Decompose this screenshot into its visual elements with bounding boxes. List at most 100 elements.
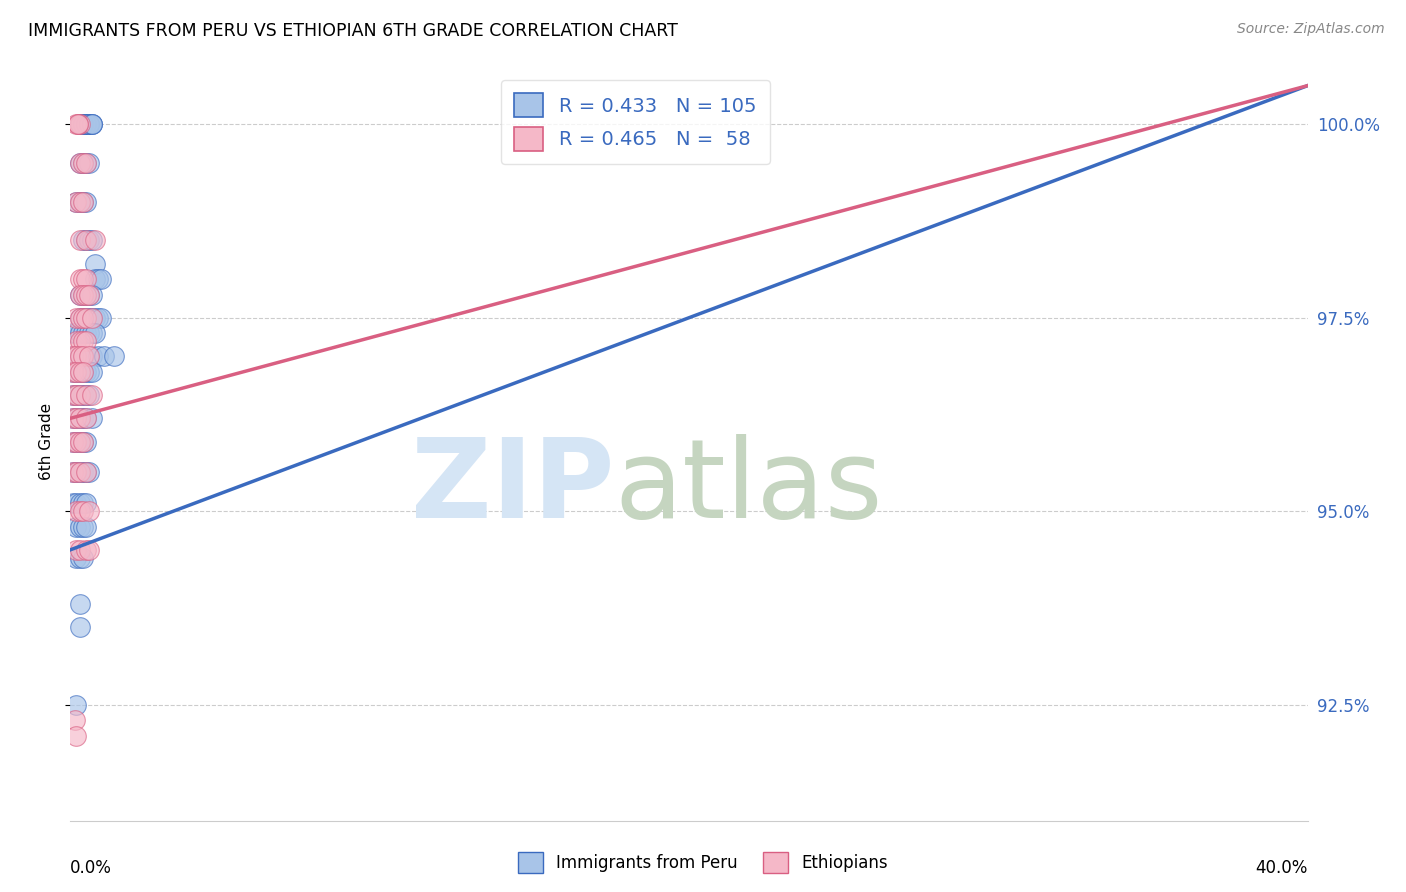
Point bbox=[75, 496, 97, 510]
Point bbox=[65, 434, 87, 449]
Point bbox=[77, 365, 100, 379]
Point bbox=[72, 233, 94, 247]
Point bbox=[65, 542, 87, 557]
Point bbox=[77, 388, 100, 402]
Point bbox=[72, 365, 94, 379]
Point bbox=[72, 350, 94, 364]
Point bbox=[75, 156, 97, 170]
Point bbox=[80, 233, 103, 247]
Point bbox=[80, 287, 103, 301]
Point bbox=[72, 326, 94, 341]
Point bbox=[80, 117, 103, 131]
Point bbox=[75, 466, 97, 480]
Point bbox=[69, 194, 91, 209]
Point bbox=[75, 117, 97, 131]
Point bbox=[72, 287, 94, 301]
Point bbox=[69, 350, 91, 364]
Legend: R = 0.433   N = 105, R = 0.465   N =  58: R = 0.433 N = 105, R = 0.465 N = 58 bbox=[501, 79, 770, 164]
Point bbox=[75, 466, 97, 480]
Point bbox=[75, 542, 97, 557]
Point bbox=[77, 156, 100, 170]
Point bbox=[65, 326, 87, 341]
Point bbox=[72, 365, 94, 379]
Point bbox=[75, 388, 97, 402]
Point bbox=[62, 496, 84, 510]
Point bbox=[65, 434, 87, 449]
Point bbox=[77, 466, 100, 480]
Point bbox=[75, 334, 97, 348]
Point bbox=[62, 350, 84, 364]
Point bbox=[75, 287, 97, 301]
Point bbox=[69, 350, 91, 364]
Point bbox=[75, 365, 97, 379]
Point bbox=[80, 350, 103, 364]
Point bbox=[75, 310, 97, 325]
Point bbox=[62, 365, 84, 379]
Point bbox=[72, 117, 94, 131]
Point bbox=[72, 310, 94, 325]
Point bbox=[75, 117, 97, 131]
Point bbox=[108, 852, 131, 866]
Point bbox=[62, 411, 84, 425]
Point bbox=[72, 310, 94, 325]
Point bbox=[80, 310, 103, 325]
Point bbox=[62, 466, 84, 480]
Point bbox=[84, 233, 107, 247]
Point bbox=[62, 365, 84, 379]
Point bbox=[67, 117, 90, 131]
Point bbox=[62, 434, 84, 449]
Point bbox=[62, 466, 84, 480]
Point bbox=[69, 334, 91, 348]
Point bbox=[72, 350, 94, 364]
Point bbox=[72, 117, 94, 131]
Point bbox=[72, 334, 94, 348]
Point bbox=[69, 310, 91, 325]
Point bbox=[69, 117, 91, 131]
Point bbox=[75, 411, 97, 425]
Point bbox=[65, 466, 87, 480]
Point bbox=[72, 117, 94, 131]
Point bbox=[65, 504, 87, 518]
Point bbox=[72, 156, 94, 170]
Point bbox=[77, 117, 100, 131]
Point bbox=[62, 350, 84, 364]
Point bbox=[103, 350, 125, 364]
Point bbox=[77, 287, 100, 301]
Point bbox=[69, 466, 91, 480]
Point bbox=[69, 496, 91, 510]
Point bbox=[80, 117, 103, 131]
Point bbox=[69, 504, 91, 518]
Point bbox=[72, 194, 94, 209]
Point bbox=[77, 117, 100, 131]
Point bbox=[77, 504, 100, 518]
Point bbox=[75, 519, 97, 533]
Point bbox=[75, 156, 97, 170]
Point bbox=[65, 698, 87, 712]
Point bbox=[90, 272, 112, 286]
Text: 40.0%: 40.0% bbox=[1256, 858, 1308, 877]
Point bbox=[87, 310, 110, 325]
Point bbox=[69, 411, 91, 425]
Point bbox=[69, 388, 91, 402]
Point bbox=[72, 272, 94, 286]
Text: IMMIGRANTS FROM PERU VS ETHIOPIAN 6TH GRADE CORRELATION CHART: IMMIGRANTS FROM PERU VS ETHIOPIAN 6TH GR… bbox=[28, 22, 678, 40]
Point bbox=[69, 620, 91, 634]
Text: atlas: atlas bbox=[614, 434, 883, 541]
Point bbox=[69, 272, 91, 286]
Point bbox=[69, 156, 91, 170]
Point bbox=[72, 434, 94, 449]
Point bbox=[65, 519, 87, 533]
Point bbox=[69, 466, 91, 480]
Point bbox=[80, 310, 103, 325]
Point bbox=[72, 466, 94, 480]
Point bbox=[65, 350, 87, 364]
Point bbox=[75, 326, 97, 341]
Point bbox=[77, 233, 100, 247]
Point bbox=[75, 434, 97, 449]
Point bbox=[72, 117, 94, 131]
Point bbox=[63, 713, 86, 727]
Text: 0.0%: 0.0% bbox=[70, 858, 112, 877]
Point bbox=[69, 597, 91, 611]
Point bbox=[77, 326, 100, 341]
Point bbox=[84, 257, 107, 271]
